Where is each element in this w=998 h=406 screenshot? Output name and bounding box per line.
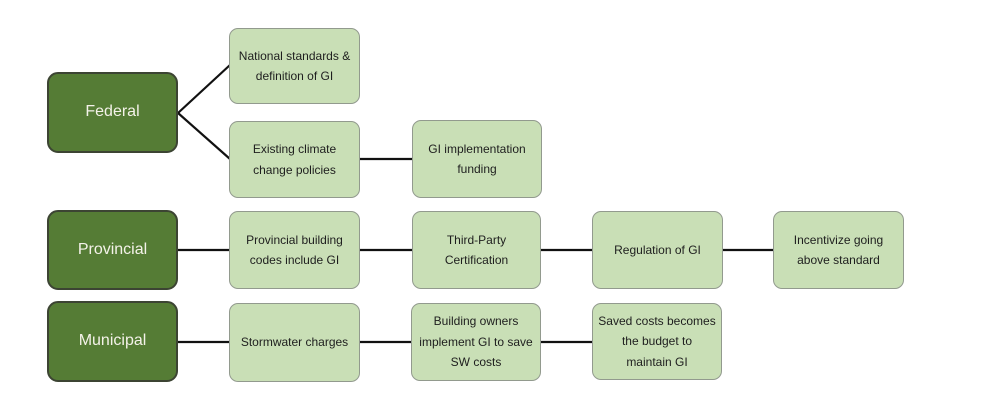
node-regulation: Regulation of GI <box>592 211 723 289</box>
node-saved-costs-label: Saved costs becomes the budget to mainta… <box>598 313 716 369</box>
node-incentivize: Incentivize going above standard <box>773 211 904 289</box>
node-regulation-label: Regulation of GI <box>614 242 701 257</box>
node-national-standards-label: National standards & definition of GI <box>238 48 351 83</box>
node-building-codes: Provincial building codes include GI <box>229 211 360 289</box>
node-municipal: Municipal <box>47 301 178 382</box>
node-climate-policies: Existing climate change policies <box>229 121 360 198</box>
connector-federal-climate-policies <box>177 112 231 160</box>
node-stormwater: Stormwater charges <box>229 303 360 382</box>
node-certification: Third-Party Certification <box>412 211 541 289</box>
node-stormwater-label: Stormwater charges <box>240 335 349 350</box>
node-national-standards: National standards & definition of GI <box>229 28 360 104</box>
node-building-owners: Building owners implement GI to save SW … <box>411 303 541 381</box>
node-incentivize-label: Incentivize going above standard <box>793 232 884 267</box>
node-saved-costs: Saved costs becomes the budget to mainta… <box>592 303 722 380</box>
node-provincial: Provincial <box>47 210 178 290</box>
node-provincial-label: Provincial <box>77 240 148 258</box>
node-certification-label: Third-Party Certification <box>444 232 509 267</box>
node-federal-label: Federal <box>85 103 140 121</box>
node-municipal-label: Municipal <box>78 332 147 350</box>
node-building-owners-label: Building owners implement GI to save SW … <box>419 314 533 370</box>
node-federal: Federal <box>47 72 178 153</box>
node-gi-funding: GI implementation funding <box>412 120 542 198</box>
connector-federal-national-standards <box>177 64 231 114</box>
node-climate-policies-label: Existing climate change policies <box>252 142 337 177</box>
node-building-codes-label: Provincial building codes include GI <box>246 232 343 267</box>
node-gi-funding-label: GI implementation funding <box>428 141 526 176</box>
